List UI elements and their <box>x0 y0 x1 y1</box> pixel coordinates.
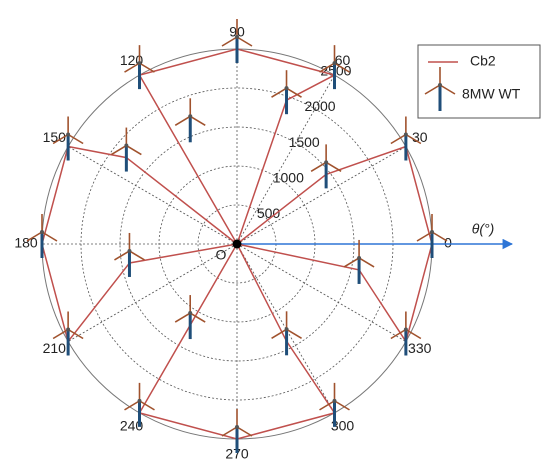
theta-axis-label: θ(°) <box>472 221 495 237</box>
grid-spoke <box>236 243 407 342</box>
r-tick-label: 1500 <box>289 134 320 150</box>
r-tick-label: 1000 <box>273 169 304 185</box>
grid-spoke <box>236 146 407 245</box>
turbine <box>220 17 254 65</box>
theta-tick-label: 210 <box>43 340 67 356</box>
turbine <box>342 238 376 286</box>
legend-label: 8MW WT <box>462 86 521 102</box>
theta-tick-label: 150 <box>43 129 67 145</box>
theta-tick-label: 60 <box>335 52 351 68</box>
grid-spoke <box>236 74 335 245</box>
turbine <box>112 231 146 279</box>
legend: Cb2 8MW WT <box>417 44 541 119</box>
legend-box <box>417 44 541 119</box>
turbine <box>173 96 207 144</box>
theta-tick-label: 270 <box>225 446 249 462</box>
theta-tick-label: 240 <box>120 417 144 433</box>
grid-spoke <box>67 146 238 245</box>
turbine <box>415 212 449 260</box>
turbine <box>173 293 207 341</box>
legend-label: Cb2 <box>470 53 496 69</box>
turbine <box>270 68 304 116</box>
cable-route <box>138 48 337 245</box>
r-tick-label: 500 <box>257 205 281 221</box>
plot-area: 5001000150020002500030609012015018021024… <box>14 17 514 462</box>
theta-tick-label: 300 <box>331 417 355 433</box>
grid-spoke <box>67 243 238 342</box>
origin-dot <box>232 239 242 249</box>
r-tick-label: 2000 <box>304 98 335 114</box>
origin-label: O <box>216 247 227 263</box>
theta-tick-label: 330 <box>408 340 432 356</box>
theta-tick-label: 0 <box>444 235 452 251</box>
